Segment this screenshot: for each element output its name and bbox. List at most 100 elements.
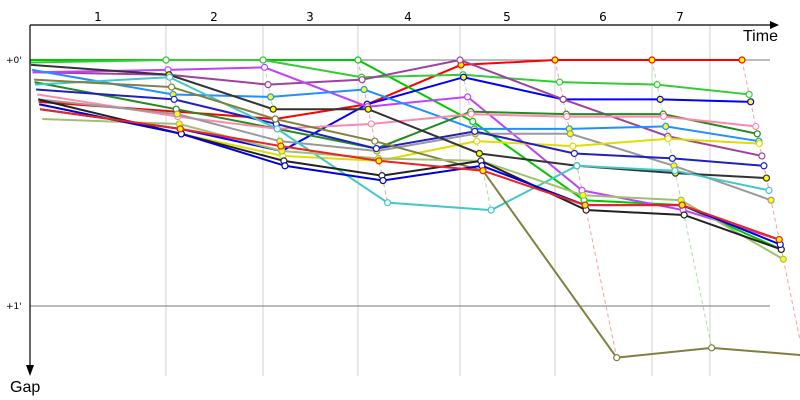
data-point [752, 122, 760, 131]
series-18 [40, 108, 783, 244]
data-point [260, 63, 269, 71]
series-line [30, 59, 750, 96]
data-point [653, 80, 661, 89]
series-2 [30, 56, 753, 99]
data-point [563, 112, 571, 121]
data-point [467, 110, 475, 118]
series-group [30, 56, 800, 362]
lap-label: 6 [599, 10, 607, 24]
lap-label: 1 [94, 10, 102, 24]
data-point [372, 144, 380, 153]
lap-label: 2 [210, 10, 218, 24]
data-point [579, 191, 587, 199]
data-point [475, 149, 483, 158]
data-point [360, 85, 368, 94]
data-point [456, 56, 464, 64]
data-point [487, 206, 495, 214]
series-line [35, 76, 770, 212]
data-point [613, 354, 621, 362]
data-point [762, 174, 771, 182]
y-tick-label: +1' [6, 302, 22, 312]
data-point [671, 167, 679, 175]
data-point [765, 186, 773, 194]
data-point [648, 56, 656, 64]
data-point [162, 56, 170, 64]
data-point [170, 95, 178, 103]
data-point [273, 125, 281, 133]
data-point [379, 176, 387, 185]
data-point [281, 162, 289, 170]
data-point [371, 137, 379, 145]
series-15 [42, 118, 787, 263]
data-point [660, 112, 668, 121]
data-point [573, 162, 581, 170]
data-point [775, 235, 783, 244]
data-point [364, 105, 372, 113]
series-line [34, 78, 800, 359]
data-point [551, 56, 559, 64]
series-11 [36, 88, 768, 170]
data-point [165, 73, 174, 81]
data-point [758, 152, 766, 160]
series-line [31, 68, 759, 143]
data-point [277, 142, 285, 150]
series-13 [35, 73, 773, 214]
data-point [375, 157, 383, 165]
data-point [271, 115, 279, 123]
data-point [680, 211, 688, 219]
data-point [173, 110, 181, 118]
lap-label: 4 [404, 10, 412, 24]
data-point [473, 137, 481, 145]
data-point [559, 95, 567, 103]
series-line [38, 98, 772, 202]
data-point [269, 105, 277, 113]
data-point [662, 122, 670, 131]
data-point [267, 93, 275, 101]
data-point [464, 93, 472, 101]
data-point [708, 344, 716, 352]
time-axis-arrow-icon [770, 21, 779, 29]
data-point [264, 80, 272, 89]
labels: +0' +1' 1 2 3 4 5 6 7 [6, 10, 684, 312]
y-tick-label: +0' [6, 56, 22, 66]
data-point [566, 130, 574, 138]
lap-line [554, 59, 618, 358]
data-point [459, 73, 468, 81]
data-point [570, 149, 578, 158]
series-line [34, 81, 758, 150]
data-point [471, 127, 479, 135]
data-point [569, 142, 577, 150]
data-point [555, 78, 564, 86]
data-point [753, 130, 761, 138]
data-point [747, 98, 755, 106]
data-point [779, 255, 787, 263]
data-point [664, 135, 672, 143]
data-point [678, 201, 686, 209]
series-line [30, 63, 767, 180]
data-point [745, 90, 753, 99]
data-point [367, 120, 375, 128]
series-line [32, 58, 763, 157]
data-point [383, 199, 392, 207]
lap-label: 5 [503, 10, 511, 24]
lap-label: 7 [676, 10, 684, 24]
axes: Time Gap [10, 21, 779, 396]
series-line [37, 98, 782, 251]
data-point [760, 162, 768, 170]
data-point [738, 56, 746, 64]
gap-axis-arrow-icon [26, 365, 34, 376]
data-point [358, 76, 366, 84]
data-point [469, 117, 477, 126]
series-line [40, 108, 780, 241]
data-point [755, 140, 763, 148]
data-point [668, 154, 677, 162]
series-line [42, 118, 784, 261]
data-point [354, 56, 362, 64]
data-point [259, 56, 267, 64]
series-line [36, 88, 765, 167]
data-point [168, 83, 176, 91]
data-point [767, 196, 775, 204]
data-point [656, 95, 664, 103]
x-axis-title: Time [743, 28, 778, 45]
